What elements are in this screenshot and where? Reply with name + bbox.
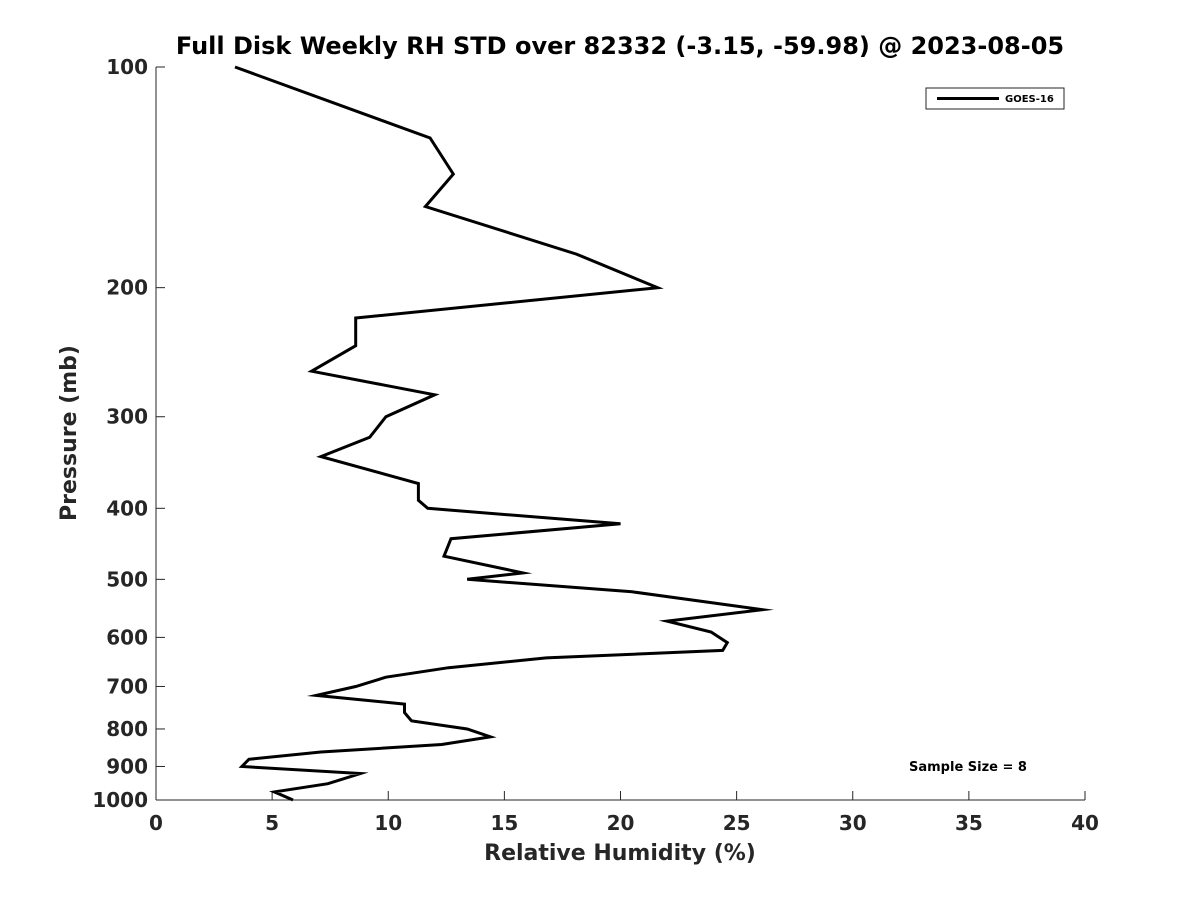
series-line-goes-16 [234,65,774,802]
x-tick-label-35: 35 [955,811,983,835]
legend-label-goes-16: GOES-16 [1005,94,1054,105]
x-axis-label: Relative Humidity (%) [484,841,756,866]
y-tick-label-400: 400 [106,496,148,520]
x-ticks: 0 5 10 15 20 25 30 35 40 [149,791,1099,835]
x-tick-label-10: 10 [374,811,402,835]
sample-size-annotation: Sample Size = 8 [909,760,1027,775]
x-tick-label-40: 40 [1071,811,1099,835]
x-tick-label-20: 20 [607,811,635,835]
y-tick-label-1000: 1000 [92,788,148,812]
chart-title: Full Disk Weekly RH STD over 82332 (-3.1… [176,32,1064,60]
y-axis-label: Pressure (mb) [57,345,82,521]
legend: GOES-16 [925,87,1065,110]
y-tick-label-700: 700 [106,674,148,698]
x-tick-label-5: 5 [265,811,279,835]
x-tick-label-0: 0 [149,811,163,835]
x-tick-label-25: 25 [723,811,751,835]
y-tick-label-300: 300 [106,405,148,429]
x-tick-label-15: 15 [490,811,518,835]
y-tick-label-100: 100 [106,55,148,79]
y-ticks: 100 200 300 400 500 600 700 800 900 1000 [92,55,165,812]
series-layer [234,65,774,802]
x-tick-label-30: 30 [839,811,867,835]
y-tick-label-200: 200 [106,276,148,300]
y-tick-label-900: 900 [106,754,148,778]
y-tick-label-500: 500 [106,567,148,591]
y-tick-label-600: 600 [106,625,148,649]
y-tick-label-800: 800 [106,717,148,741]
